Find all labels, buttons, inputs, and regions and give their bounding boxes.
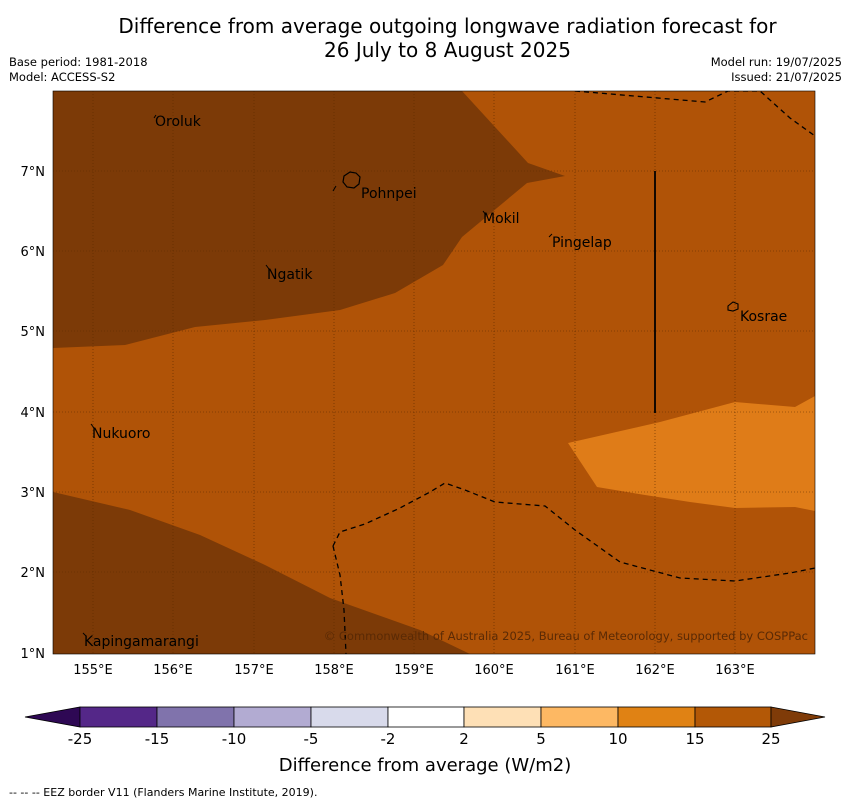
place-label-mokil: Mokil: [483, 211, 520, 227]
contour-5-10-east: [568, 396, 815, 511]
pohnpei-island-shape: [342, 171, 361, 189]
colorbar-label: 15: [685, 730, 705, 748]
colorbar-label: -5: [303, 730, 319, 748]
lat-label: 2°N: [21, 566, 46, 581]
meta-right: Model run: 19/07/2025 Issued: 21/07/2025: [711, 55, 842, 85]
map-plot-area: [53, 91, 815, 654]
colorbar: [24, 706, 826, 728]
lon-label: 163°E: [715, 663, 755, 678]
map-title: Difference from average outgoing longwav…: [0, 14, 850, 62]
colorbar-bin: [156, 706, 235, 728]
lon-label: 162°E: [635, 663, 675, 678]
base-period: Base period: 1981-2018: [9, 55, 148, 69]
colorbar-bin: [233, 706, 312, 728]
atoll-marks: [82, 114, 553, 637]
colorbar-bin: [79, 706, 158, 728]
lat-label: 3°N: [21, 486, 46, 501]
place-label-oroluk: Oroluk: [155, 114, 202, 130]
pohnpei-ant-atoll: [332, 185, 337, 192]
lat-label: 5°N: [21, 325, 46, 340]
contour-15-25-south: [53, 492, 470, 654]
colorbar-label: 5: [536, 730, 546, 748]
place-label-pingelap: Pingelap: [552, 235, 612, 251]
lat-label: 7°N: [21, 165, 46, 180]
lon-label: 161°E: [555, 663, 595, 678]
colorbar-title: Difference from average (W/m2): [278, 755, 572, 776]
lon-label: 157°E: [234, 663, 274, 678]
issued-date: Issued: 21/07/2025: [731, 70, 842, 84]
colorbar-bin: [617, 706, 696, 728]
lat-label: 1°N: [21, 647, 46, 662]
lon-label: 158°E: [314, 663, 354, 678]
colorbar-label: -15: [144, 730, 170, 748]
contour-15-25-north: [53, 91, 565, 348]
place-label-nukuoro: Nukuoro: [92, 426, 150, 442]
place-label-ngatik: Ngatik: [267, 267, 313, 283]
colorbar-label: -25: [67, 730, 93, 748]
copyright-notice: © Commonwealth of Australia 2025, Bureau…: [324, 629, 808, 643]
lat-label: 6°N: [21, 245, 46, 260]
colorbar-max-arrow: [770, 706, 826, 728]
lat-label: 4°N: [21, 406, 46, 421]
model-run: Model run: 19/07/2025: [710, 55, 842, 69]
colorbar-label: 25: [761, 730, 781, 748]
colorbar-label: -10: [221, 730, 247, 748]
colorbar-label: -2: [380, 730, 396, 748]
eez-footnote: -- -- -- EEZ border V11 (Flanders Marine…: [9, 786, 318, 799]
lon-label: 159°E: [394, 663, 434, 678]
title-line-1: Difference from average outgoing longwav…: [118, 14, 777, 38]
eez-borders: [332, 91, 815, 654]
colorbar-label: 10: [608, 730, 628, 748]
colorbar-bin: [463, 706, 542, 728]
colorbar-min-arrow: [24, 706, 81, 728]
lon-label: 156°E: [153, 663, 193, 678]
colorbar-bin: [387, 706, 465, 728]
meta-left: Base period: 1981-2018 Model: ACCESS-S2: [9, 55, 148, 85]
colorbar-label: 2: [459, 730, 469, 748]
kosrae-island-shape: [727, 301, 739, 312]
place-label-kapingamarangi: Kapingamarangi: [84, 634, 199, 650]
lon-label: 160°E: [474, 663, 514, 678]
model-name: Model: ACCESS-S2: [9, 70, 116, 84]
colorbar-bin: [540, 706, 619, 728]
place-label-kosrae: Kosrae: [740, 309, 787, 325]
place-label-pohnpei: Pohnpei: [361, 186, 417, 202]
colorbar-bin: [310, 706, 389, 728]
colorbar-bin: [694, 706, 772, 728]
map-frame: [52, 90, 816, 655]
lon-label: 155°E: [73, 663, 113, 678]
title-line-2: 26 July to 8 August 2025: [324, 38, 571, 62]
